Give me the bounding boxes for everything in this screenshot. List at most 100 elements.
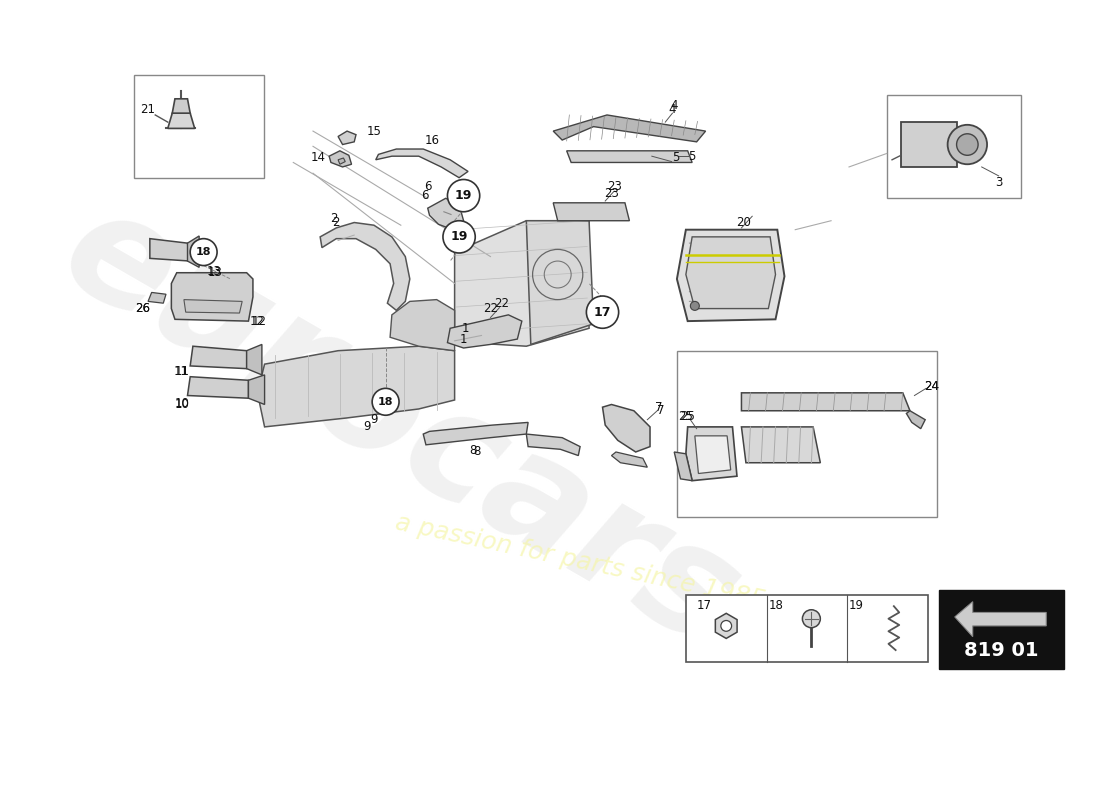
- Polygon shape: [686, 427, 737, 481]
- Circle shape: [443, 221, 475, 253]
- Text: 25: 25: [680, 410, 695, 422]
- Circle shape: [691, 302, 700, 310]
- Bar: [938, 590, 1064, 669]
- Polygon shape: [150, 238, 190, 261]
- Polygon shape: [338, 158, 345, 164]
- Text: 4: 4: [671, 99, 678, 113]
- Polygon shape: [428, 198, 463, 230]
- Polygon shape: [676, 230, 784, 321]
- Text: 819 01: 819 01: [964, 642, 1038, 661]
- Polygon shape: [424, 422, 528, 445]
- Polygon shape: [376, 149, 469, 178]
- Bar: [887, 95, 1021, 198]
- Polygon shape: [338, 131, 356, 145]
- Polygon shape: [695, 436, 730, 474]
- Polygon shape: [566, 151, 692, 162]
- Text: 7: 7: [656, 401, 662, 414]
- Text: 18: 18: [196, 247, 211, 257]
- Text: 21: 21: [141, 103, 155, 116]
- Text: 17: 17: [696, 598, 712, 612]
- Text: 8: 8: [469, 444, 476, 457]
- Polygon shape: [172, 273, 253, 321]
- Text: 1: 1: [460, 333, 467, 346]
- Polygon shape: [906, 410, 925, 429]
- Text: 22: 22: [495, 297, 509, 310]
- Polygon shape: [955, 602, 1046, 637]
- Text: 2: 2: [330, 213, 338, 226]
- Polygon shape: [553, 115, 705, 142]
- Text: 17: 17: [594, 306, 612, 318]
- Polygon shape: [612, 452, 647, 467]
- Text: 26: 26: [135, 302, 151, 315]
- Text: 23: 23: [604, 187, 619, 200]
- Text: 5: 5: [689, 150, 696, 162]
- Text: 3: 3: [996, 176, 1002, 189]
- Text: 26: 26: [135, 302, 151, 315]
- Text: 19: 19: [455, 189, 472, 202]
- Polygon shape: [187, 236, 199, 267]
- Bar: [676, 350, 937, 517]
- Text: 12: 12: [252, 314, 266, 328]
- Text: 10: 10: [175, 397, 189, 410]
- Polygon shape: [249, 375, 265, 405]
- Text: 2: 2: [332, 216, 340, 229]
- Polygon shape: [526, 434, 580, 455]
- Text: 16: 16: [425, 134, 440, 146]
- Text: 1: 1: [462, 322, 469, 334]
- Polygon shape: [320, 222, 410, 310]
- Polygon shape: [715, 614, 737, 638]
- Text: 6: 6: [421, 189, 429, 202]
- Polygon shape: [168, 113, 195, 129]
- Circle shape: [190, 238, 217, 266]
- Text: 18: 18: [377, 397, 394, 406]
- Polygon shape: [603, 405, 650, 452]
- Text: 25: 25: [679, 410, 693, 422]
- Bar: [134, 74, 264, 178]
- Text: 9: 9: [371, 414, 377, 426]
- Text: 13: 13: [207, 266, 222, 278]
- Polygon shape: [187, 377, 249, 398]
- Text: eurocars: eurocars: [37, 174, 764, 679]
- Text: 11: 11: [175, 365, 189, 378]
- Polygon shape: [190, 346, 246, 369]
- Text: 9: 9: [363, 420, 371, 434]
- Text: 20: 20: [736, 216, 750, 229]
- Polygon shape: [686, 237, 775, 309]
- Text: 10: 10: [175, 398, 189, 411]
- Text: a passion for parts since 1985: a passion for parts since 1985: [393, 510, 768, 612]
- Text: 19: 19: [849, 598, 864, 612]
- Polygon shape: [553, 202, 629, 221]
- Polygon shape: [257, 346, 454, 427]
- Polygon shape: [390, 300, 454, 350]
- Circle shape: [586, 296, 618, 328]
- Text: 18: 18: [768, 598, 783, 612]
- Text: 19: 19: [450, 230, 468, 243]
- Text: 13: 13: [208, 266, 222, 279]
- Circle shape: [957, 134, 978, 155]
- Polygon shape: [148, 293, 166, 303]
- Text: 23: 23: [607, 180, 621, 193]
- Polygon shape: [741, 393, 910, 410]
- Circle shape: [802, 610, 821, 628]
- Text: 12: 12: [250, 314, 265, 328]
- Text: 24: 24: [924, 380, 939, 393]
- Polygon shape: [454, 221, 590, 346]
- Bar: [686, 594, 928, 662]
- Polygon shape: [329, 151, 352, 167]
- Polygon shape: [184, 300, 242, 313]
- Text: 22: 22: [483, 302, 498, 315]
- Text: 4: 4: [669, 103, 676, 116]
- Polygon shape: [246, 345, 262, 375]
- Polygon shape: [674, 452, 692, 481]
- Circle shape: [720, 621, 732, 631]
- Text: 6: 6: [424, 180, 431, 193]
- Text: 8: 8: [473, 446, 481, 458]
- Polygon shape: [173, 99, 190, 113]
- Text: 7: 7: [657, 404, 664, 418]
- Text: 14: 14: [311, 151, 326, 165]
- Text: 24: 24: [924, 380, 939, 393]
- Text: 11: 11: [174, 365, 189, 378]
- Polygon shape: [741, 427, 821, 462]
- Circle shape: [947, 125, 987, 164]
- Text: 5: 5: [672, 151, 680, 165]
